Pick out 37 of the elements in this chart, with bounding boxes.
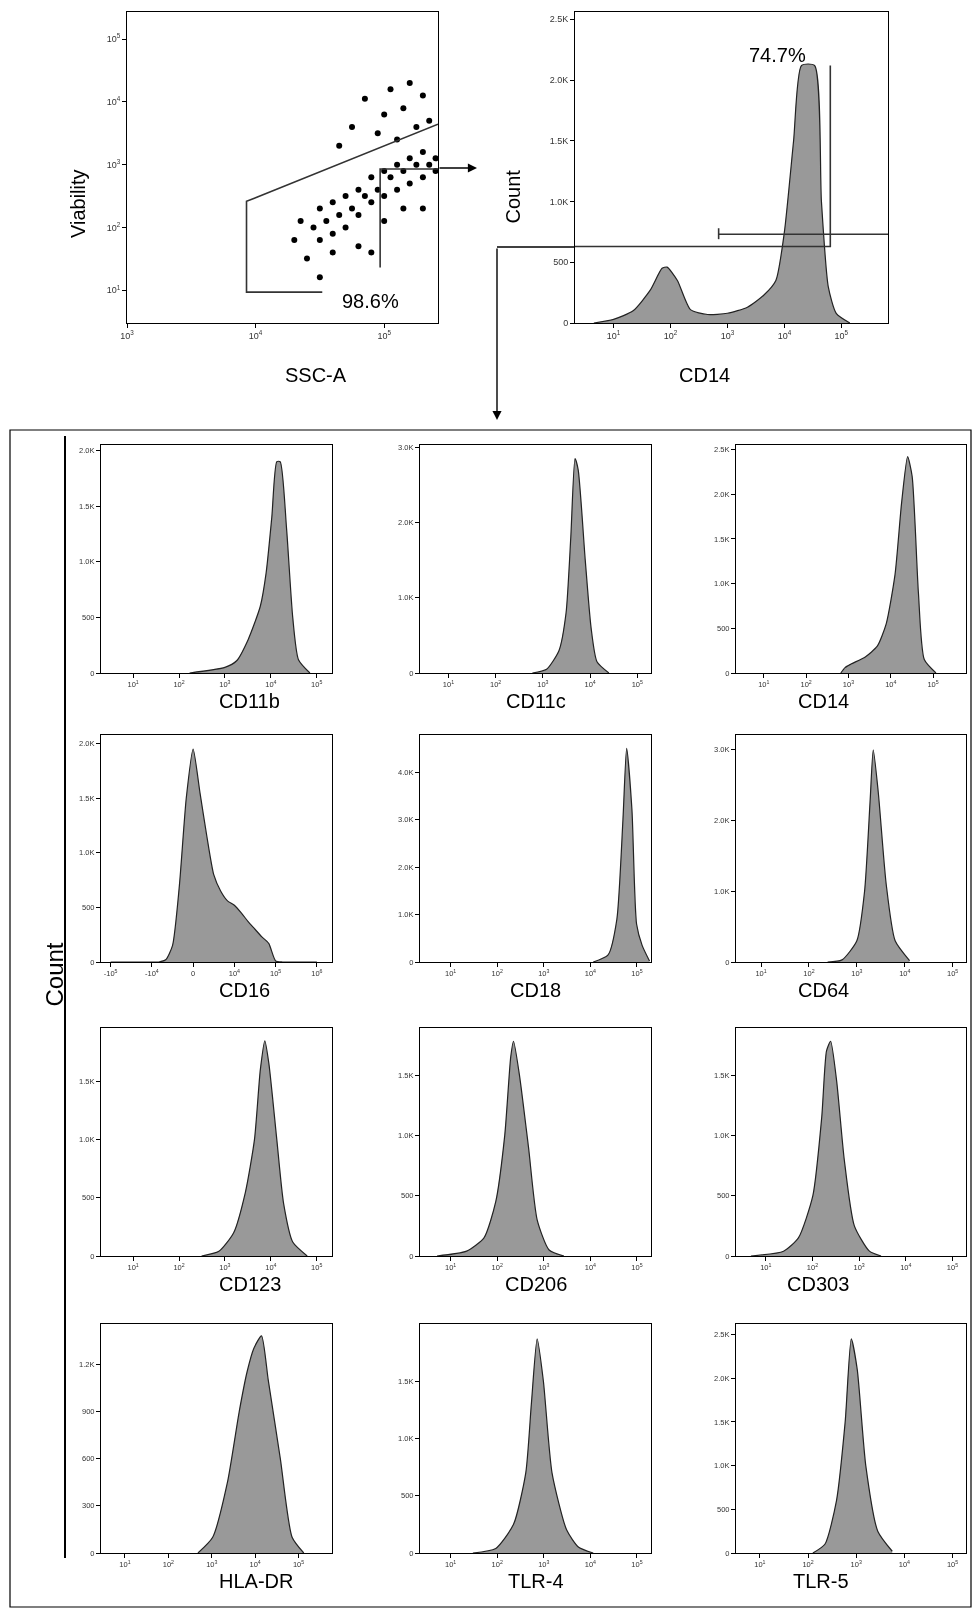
y-tick-label: 1.0K	[549, 196, 569, 207]
x-axis-title: CD11b	[219, 690, 280, 712]
x-axis-title: CD16	[219, 979, 271, 1001]
x-axis-title: CD11c	[506, 690, 566, 712]
text: Count	[40, 942, 68, 1007]
y-tick-label: 10$^{4}$	[106, 95, 121, 107]
x-axis-title: TLR-5	[793, 1570, 849, 1592]
x-axis-title: SSC-A	[285, 364, 347, 386]
x-axis-title: CD18	[510, 979, 562, 1001]
x-tick-label: 10$^{1}$	[606, 329, 621, 341]
annotation: 74.7%	[749, 44, 806, 66]
x-axis-title: CD206	[505, 1273, 568, 1295]
y-tick-label: 10$^{5}$	[106, 32, 121, 45]
x-tick-label: 10$^{4}$	[777, 329, 792, 341]
y-tick-label: 10$^{3}$	[106, 158, 121, 170]
x-tick-label: 10$^{3}$	[120, 329, 135, 341]
y-tick-label: 10$^{2}$	[106, 220, 121, 233]
x-tick-label: 10$^{4}$	[248, 329, 263, 341]
y-tick-label: 2.5K	[549, 14, 569, 25]
y-axis-title: Count	[501, 169, 524, 224]
x-axis-title: CD64	[798, 979, 850, 1001]
x-tick-label: 10$^{5}$	[834, 329, 849, 341]
x-tick-label: 10$^{5}$	[377, 329, 392, 341]
x-axis-title: CD123	[219, 1273, 282, 1295]
annotation: 98.6%	[342, 290, 399, 312]
y-tick-label: 500	[553, 257, 569, 268]
x-axis-title: CD14	[798, 690, 850, 712]
x-tick-label: 10$^{2}$	[663, 329, 678, 341]
y-axis-title: Viability	[67, 169, 89, 238]
y-tick-label: 0	[563, 318, 569, 329]
y-tick-label: 10$^{1}$	[106, 283, 121, 296]
x-axis-title: HLA-DR	[219, 1570, 294, 1592]
x-axis-title: TLR-4	[508, 1570, 564, 1592]
x-axis-title: CD303	[787, 1273, 850, 1295]
y-tick-label: 2.0K	[549, 75, 569, 86]
x-axis-title: CD14	[679, 364, 731, 386]
y-tick-label: 1.5K	[549, 135, 569, 146]
